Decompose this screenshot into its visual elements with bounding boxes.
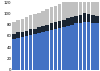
Bar bbox=[62, 27, 66, 70]
Bar bbox=[66, 18, 70, 26]
Bar bbox=[83, 22, 86, 70]
Bar bbox=[95, 0, 99, 16]
Bar bbox=[25, 36, 28, 70]
Bar bbox=[66, 26, 70, 70]
Bar bbox=[33, 34, 36, 70]
Bar bbox=[58, 28, 61, 70]
Bar bbox=[70, 0, 74, 17]
Bar bbox=[50, 24, 53, 30]
Bar bbox=[21, 37, 24, 70]
Bar bbox=[37, 27, 41, 33]
Bar bbox=[70, 25, 74, 70]
Bar bbox=[25, 17, 28, 31]
Bar bbox=[37, 33, 41, 70]
Bar bbox=[79, 0, 82, 15]
Bar bbox=[54, 29, 57, 70]
Bar bbox=[87, 14, 90, 22]
Bar bbox=[29, 15, 32, 29]
Bar bbox=[83, 13, 86, 22]
Bar bbox=[74, 24, 78, 70]
Bar bbox=[70, 17, 74, 25]
Bar bbox=[54, 5, 57, 22]
Bar bbox=[12, 34, 16, 39]
Bar bbox=[50, 7, 53, 24]
Bar bbox=[12, 39, 16, 70]
Bar bbox=[21, 19, 24, 32]
Bar bbox=[91, 23, 94, 70]
Bar bbox=[62, 20, 66, 27]
Bar bbox=[41, 32, 45, 70]
Bar bbox=[91, 0, 94, 15]
Bar bbox=[46, 9, 49, 25]
Bar bbox=[29, 35, 32, 70]
Bar bbox=[87, 0, 90, 14]
Bar bbox=[46, 31, 49, 70]
Bar bbox=[46, 25, 49, 31]
Bar bbox=[37, 13, 41, 27]
Bar bbox=[62, 2, 66, 20]
Bar bbox=[95, 24, 99, 70]
Bar bbox=[58, 21, 61, 28]
Bar bbox=[16, 38, 20, 70]
Bar bbox=[58, 4, 61, 21]
Bar bbox=[12, 22, 16, 34]
Bar bbox=[95, 16, 99, 24]
Bar bbox=[33, 29, 36, 34]
Bar bbox=[21, 32, 24, 37]
Bar bbox=[74, 16, 78, 24]
Bar bbox=[79, 23, 82, 70]
Bar bbox=[33, 14, 36, 29]
Bar bbox=[83, 0, 86, 13]
Bar bbox=[50, 30, 53, 70]
Bar bbox=[74, 0, 78, 16]
Bar bbox=[25, 31, 28, 36]
Bar bbox=[54, 22, 57, 29]
Bar bbox=[91, 15, 94, 23]
Bar bbox=[16, 20, 20, 32]
Bar bbox=[29, 29, 32, 35]
Bar bbox=[41, 26, 45, 32]
Bar bbox=[41, 11, 45, 26]
Bar bbox=[87, 22, 90, 70]
Bar bbox=[66, 0, 70, 18]
Bar bbox=[16, 32, 20, 38]
Bar bbox=[79, 15, 82, 23]
